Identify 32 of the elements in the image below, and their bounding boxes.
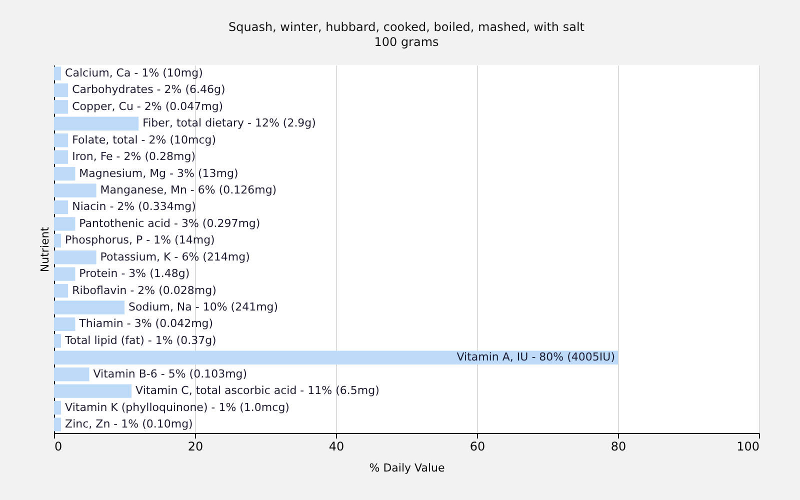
x-tick-label: 100 [736,440,760,454]
y-tick-label: Vitamin A, IU - 80% (4005IU) [456,350,615,364]
y-tick-label: Vitamin B-6 - 5% (0.103mg) [93,367,248,380]
y-tick-label: Riboflavin - 2% (0.028mg) [72,284,216,297]
x-tick-label: 0 [54,440,62,454]
y-tick-label: Protein - 3% (1.48g) [79,267,190,280]
y-tick-label: Copper, Cu - 2% (0.047mg) [72,100,224,113]
y-tick-label: Sodium, Na - 10% (241mg) [128,300,278,314]
y-tick-label: Vitamin C, total ascorbic acid - 11% (6.5mg) [136,384,380,398]
y-axis-title: Nutrient [38,226,52,272]
y-tick-label: Potassium, K - 6% (214mg) [100,250,250,264]
y-tick-label: Fiber, total dietary - 12% (2.9g) [142,116,316,130]
y-tick-label: Thiamin - 3% (0.042mg) [78,317,214,330]
x-tick-label: 40 [328,440,344,454]
x-axis-title: % Daily Value [369,462,445,474]
x-tick-label: 80 [610,440,626,454]
y-tick-label: Manganese, Mn - 6% (0.126mg) [100,184,277,197]
y-tick-label: Calcium, Ca - 1% (10mg) [65,66,203,80]
y-tick-label: Folate, total - 2% (10mcg) [72,133,216,146]
y-tick-label: Carbohydrates - 2% (6.46g) [72,83,226,96]
y-tick-label: Total lipid (fat) - 1% (0.37g) [64,334,216,347]
y-tick-label: Pantothenic acid - 3% (0.297mg) [79,216,260,230]
chart-title: Squash, winter, hubbard, cooked, boiled, mashed, with salt [228,20,585,34]
chart-subtitle: 100 grams [374,35,439,49]
y-tick-label: Iron, Fe - 2% (0.28mg) [72,150,196,164]
y-tick-label: Vitamin K (phylloquinone) - 1% (1.0mcg) [65,400,290,414]
x-tick-label: 60 [470,440,486,454]
y-tick-label: Zinc, Zn - 1% (0.10mg) [65,417,193,430]
y-tick-label: Niacin - 2% (0.334mg) [72,200,196,214]
x-tick-label: 20 [188,440,204,454]
y-tick-label: Phosphorus, P - 1% (14mg) [65,234,215,247]
y-tick-label: Magnesium, Mg - 3% (13mg) [79,166,238,180]
